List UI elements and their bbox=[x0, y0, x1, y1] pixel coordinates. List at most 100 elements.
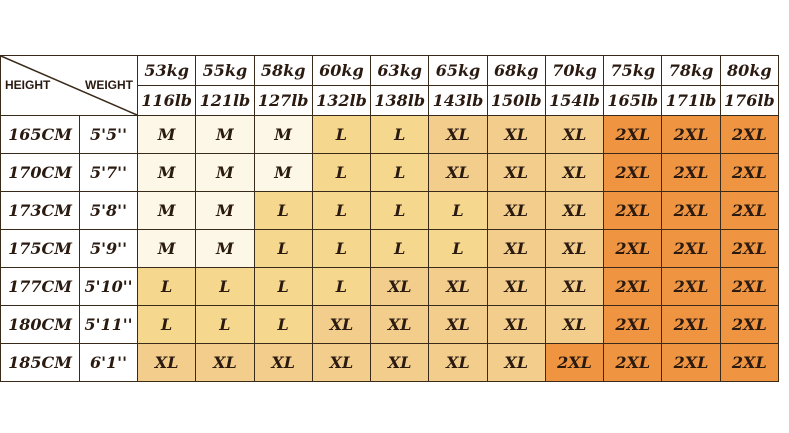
height-label: HEIGHT bbox=[5, 78, 51, 92]
weight-lb-header: 116lb bbox=[136, 85, 197, 116]
size-cell: 2XL bbox=[661, 153, 721, 192]
size-cell: 2XL bbox=[719, 153, 780, 192]
weight-kg-header: 63kg bbox=[370, 55, 430, 86]
size-cell: L bbox=[311, 191, 372, 230]
table-row: 165CM 5'5'' M M M L L XL XL XL 2XL 2XL 2XL bbox=[0, 115, 780, 154]
size-cell: XL bbox=[486, 153, 546, 192]
size-cell: XL bbox=[370, 305, 430, 344]
height-ft-cell: 5'10'' bbox=[79, 267, 138, 306]
size-cell: L bbox=[195, 267, 255, 306]
weight-kg-header: 68kg bbox=[486, 55, 546, 86]
size-cell: M bbox=[136, 115, 197, 154]
size-cell: 2XL bbox=[719, 343, 780, 382]
size-cell: M bbox=[136, 229, 197, 268]
size-cell: L bbox=[370, 153, 430, 192]
size-cell: M bbox=[136, 191, 197, 230]
height-ft-cell: 5'11'' bbox=[79, 305, 138, 344]
size-cell: L bbox=[195, 305, 255, 344]
size-cell: XL bbox=[136, 343, 197, 382]
height-cm-cell: 180CM bbox=[0, 305, 80, 344]
size-cell: L bbox=[370, 191, 430, 230]
size-cell: L bbox=[136, 305, 197, 344]
size-cell: XL bbox=[544, 115, 605, 154]
height-cm-cell: 165CM bbox=[0, 115, 80, 154]
size-cell: XL bbox=[370, 267, 430, 306]
size-cell: 2XL bbox=[603, 305, 663, 344]
height-cm-cell: 185CM bbox=[0, 343, 80, 382]
size-cell: XL bbox=[544, 267, 605, 306]
size-cell: L bbox=[428, 191, 488, 230]
size-cell: L bbox=[253, 267, 313, 306]
weight-kg-header: 58kg bbox=[253, 55, 313, 86]
size-cell: 2XL bbox=[661, 191, 721, 230]
size-cell: L bbox=[311, 153, 372, 192]
height-cm-cell: 175CM bbox=[0, 229, 80, 268]
weight-label: WEIGHT bbox=[85, 78, 133, 92]
size-cell: XL bbox=[544, 305, 605, 344]
size-cell: L bbox=[253, 305, 313, 344]
table-row: 185CM 6'1'' XL XL XL XL XL XL XL 2XL 2XL 2XL 2XL bbox=[0, 343, 780, 382]
size-cell: XL bbox=[486, 115, 546, 154]
height-cm-cell: 173CM bbox=[0, 191, 80, 230]
height-ft-cell: 5'8'' bbox=[79, 191, 138, 230]
size-cell: L bbox=[311, 115, 372, 154]
table-corner-header: HEIGHT WEIGHT bbox=[0, 55, 138, 116]
weight-lb-header: 176lb bbox=[719, 85, 780, 116]
size-cell: 2XL bbox=[603, 343, 663, 382]
size-cell: XL bbox=[486, 229, 546, 268]
size-chart-table: HEIGHT WEIGHT 53kg 55kg 58kg 60kg 63kg 65kg 68… bbox=[0, 55, 780, 382]
size-cell: XL bbox=[544, 191, 605, 230]
size-cell: 2XL bbox=[603, 115, 663, 154]
size-cell: L bbox=[136, 267, 197, 306]
size-cell: XL bbox=[544, 153, 605, 192]
weight-kg-header: 80kg bbox=[719, 55, 780, 86]
weight-lb-header: 171lb bbox=[661, 85, 721, 116]
size-cell: XL bbox=[428, 267, 488, 306]
weight-kg-header: 78kg bbox=[661, 55, 721, 86]
weight-lb-header: 127lb bbox=[253, 85, 313, 116]
size-cell: M bbox=[253, 115, 313, 154]
size-cell: XL bbox=[486, 267, 546, 306]
weight-kg-header: 60kg bbox=[311, 55, 372, 86]
height-cm-cell: 177CM bbox=[0, 267, 80, 306]
size-cell: 2XL bbox=[719, 267, 780, 306]
weight-kg-header: 70kg bbox=[544, 55, 605, 86]
size-cell: 2XL bbox=[603, 229, 663, 268]
weight-kg-header: 65kg bbox=[428, 55, 488, 86]
size-cell: 2XL bbox=[661, 229, 721, 268]
size-cell: XL bbox=[370, 343, 430, 382]
size-cell: XL bbox=[428, 343, 488, 382]
size-cell: M bbox=[136, 153, 197, 192]
weight-lb-header: 132lb bbox=[311, 85, 372, 116]
size-cell: L bbox=[370, 229, 430, 268]
size-cell: L bbox=[253, 191, 313, 230]
size-cell: M bbox=[253, 153, 313, 192]
table-row: 170CM 5'7'' M M M L L XL XL XL 2XL 2XL 2XL bbox=[0, 153, 780, 192]
size-cell: XL bbox=[428, 153, 488, 192]
table-row: 177CM 5'10'' L L L L XL XL XL XL 2XL 2XL 2XL bbox=[0, 267, 780, 306]
size-cell: XL bbox=[486, 305, 546, 344]
size-cell: 2XL bbox=[544, 343, 605, 382]
height-cm-cell: 170CM bbox=[0, 153, 80, 192]
weight-lb-header: 150lb bbox=[486, 85, 546, 116]
size-cell: L bbox=[428, 229, 488, 268]
size-cell: M bbox=[195, 115, 255, 154]
size-cell: L bbox=[311, 267, 372, 306]
weight-kg-header: 53kg bbox=[136, 55, 197, 86]
size-cell: XL bbox=[544, 229, 605, 268]
size-cell: L bbox=[253, 229, 313, 268]
size-cell: 2XL bbox=[661, 305, 721, 344]
table-row: 180CM 5'11'' L L L XL XL XL XL XL 2XL 2XL 2XL bbox=[0, 305, 780, 344]
size-cell: 2XL bbox=[603, 153, 663, 192]
size-cell: M bbox=[195, 229, 255, 268]
weight-lb-header: 138lb bbox=[370, 85, 430, 116]
size-cell: XL bbox=[311, 343, 372, 382]
table-row: 175CM 5'9'' M M L L L L XL XL 2XL 2XL 2XL bbox=[0, 229, 780, 268]
size-cell: XL bbox=[486, 191, 546, 230]
size-cell: 2XL bbox=[603, 191, 663, 230]
size-cell: 2XL bbox=[661, 267, 721, 306]
size-cell: 2XL bbox=[661, 343, 721, 382]
weight-kg-header: 55kg bbox=[195, 55, 255, 86]
table-row: 173CM 5'8'' M M L L L L XL XL 2XL 2XL 2XL bbox=[0, 191, 780, 230]
size-cell: L bbox=[311, 229, 372, 268]
